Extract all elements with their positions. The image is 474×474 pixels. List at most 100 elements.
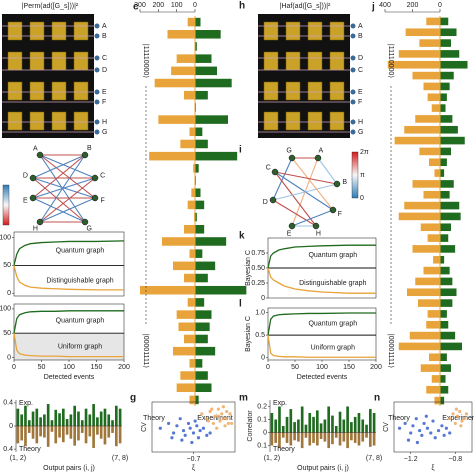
point: [451, 412, 455, 416]
bar: [404, 201, 440, 210]
graph-node: [288, 154, 296, 162]
x-axis-label: Output pairs (i, j): [297, 465, 349, 472]
bar: [281, 426, 285, 433]
port: [350, 89, 356, 95]
point: [448, 417, 452, 421]
panel-letter: c: [133, 2, 139, 13]
state-label: |11110000⟩: [387, 44, 395, 78]
graph-node: [29, 174, 37, 182]
port-label: D: [358, 55, 363, 62]
bar: [274, 432, 278, 443]
bar: [357, 413, 361, 433]
port-label: B: [358, 33, 363, 40]
point: [414, 417, 418, 421]
colorbar: [351, 151, 359, 199]
x-tick-label: −1.2: [404, 456, 418, 463]
y-tick-label: 1.0: [255, 309, 265, 316]
graph-edge: [274, 171, 338, 185]
bar: [346, 432, 349, 449]
bar: [180, 371, 195, 380]
y-axis-label: CV: [141, 422, 148, 432]
bar: [297, 432, 300, 442]
y-tick-label: 0: [9, 423, 13, 430]
x-tick-label: 300: [134, 2, 146, 9]
x-tick-label: 400: [379, 2, 391, 9]
node-label: A: [319, 147, 324, 154]
point: [409, 431, 413, 435]
bar: [398, 342, 440, 351]
bar: [140, 285, 195, 295]
bar: [80, 420, 84, 426]
bar: [440, 104, 446, 112]
point: [211, 421, 216, 426]
point: [206, 419, 211, 423]
bar: [54, 426, 58, 444]
bar: [419, 39, 440, 47]
legend-label: Theory: [388, 415, 410, 422]
bar: [195, 188, 201, 197]
x-axis-label: Detected events: [44, 374, 95, 381]
y-tick-label: 0.2: [257, 403, 267, 410]
bar: [50, 420, 54, 426]
graph-edge: [272, 157, 293, 201]
y-tick-label: 0.4: [3, 400, 13, 407]
bar: [440, 201, 460, 210]
bar: [429, 158, 440, 167]
chip-cell: [285, 81, 301, 101]
point: [208, 409, 212, 414]
bar: [440, 28, 457, 37]
panel-title: |Haf(ad([G_s]))|²: [280, 3, 331, 10]
bar: [412, 245, 440, 253]
graph-node: [36, 151, 44, 159]
point: [431, 419, 435, 423]
bar: [270, 413, 274, 433]
bar: [195, 285, 247, 295]
bar: [195, 225, 205, 234]
bar: [50, 426, 54, 432]
chip-cell: [51, 51, 67, 71]
series-line: [13, 265, 124, 291]
bar: [431, 104, 440, 112]
chip-cell: [263, 21, 279, 41]
port-label: C: [358, 67, 363, 74]
bar: [372, 413, 376, 433]
x-tick-label: 150: [91, 364, 103, 371]
x-tick-label: 0: [438, 2, 442, 9]
bar: [415, 115, 440, 123]
bar: [308, 432, 312, 446]
x-tick-label: 0: [193, 2, 197, 9]
bar: [293, 432, 296, 441]
graph-node: [288, 222, 296, 230]
bar: [24, 405, 27, 426]
bar: [195, 90, 208, 100]
bar: [24, 426, 27, 447]
node-label: D: [263, 199, 268, 206]
bar: [195, 346, 216, 356]
bar: [338, 411, 342, 433]
node-label: G: [86, 226, 91, 233]
x-tick-label: 0: [12, 364, 16, 371]
bar: [20, 426, 24, 441]
legend-label: Experiment: [442, 415, 474, 422]
point: [458, 409, 462, 414]
point: [180, 438, 184, 442]
y-tick-label: 50: [3, 330, 11, 337]
bar: [184, 334, 195, 344]
point: [415, 440, 419, 445]
point: [208, 431, 212, 435]
bar: [195, 17, 201, 27]
x-tick-label: (7, 8): [366, 455, 382, 462]
bar: [278, 432, 281, 449]
bar: [195, 273, 208, 283]
bar: [195, 115, 228, 124]
bar: [427, 93, 440, 102]
bar: [99, 411, 103, 426]
bar: [419, 147, 440, 156]
bar: [195, 151, 238, 161]
point: [216, 407, 220, 411]
point: [170, 436, 174, 440]
series-line: [267, 312, 376, 336]
colorbar-label: 0: [360, 195, 364, 202]
port: [350, 119, 356, 125]
bar: [114, 405, 118, 426]
